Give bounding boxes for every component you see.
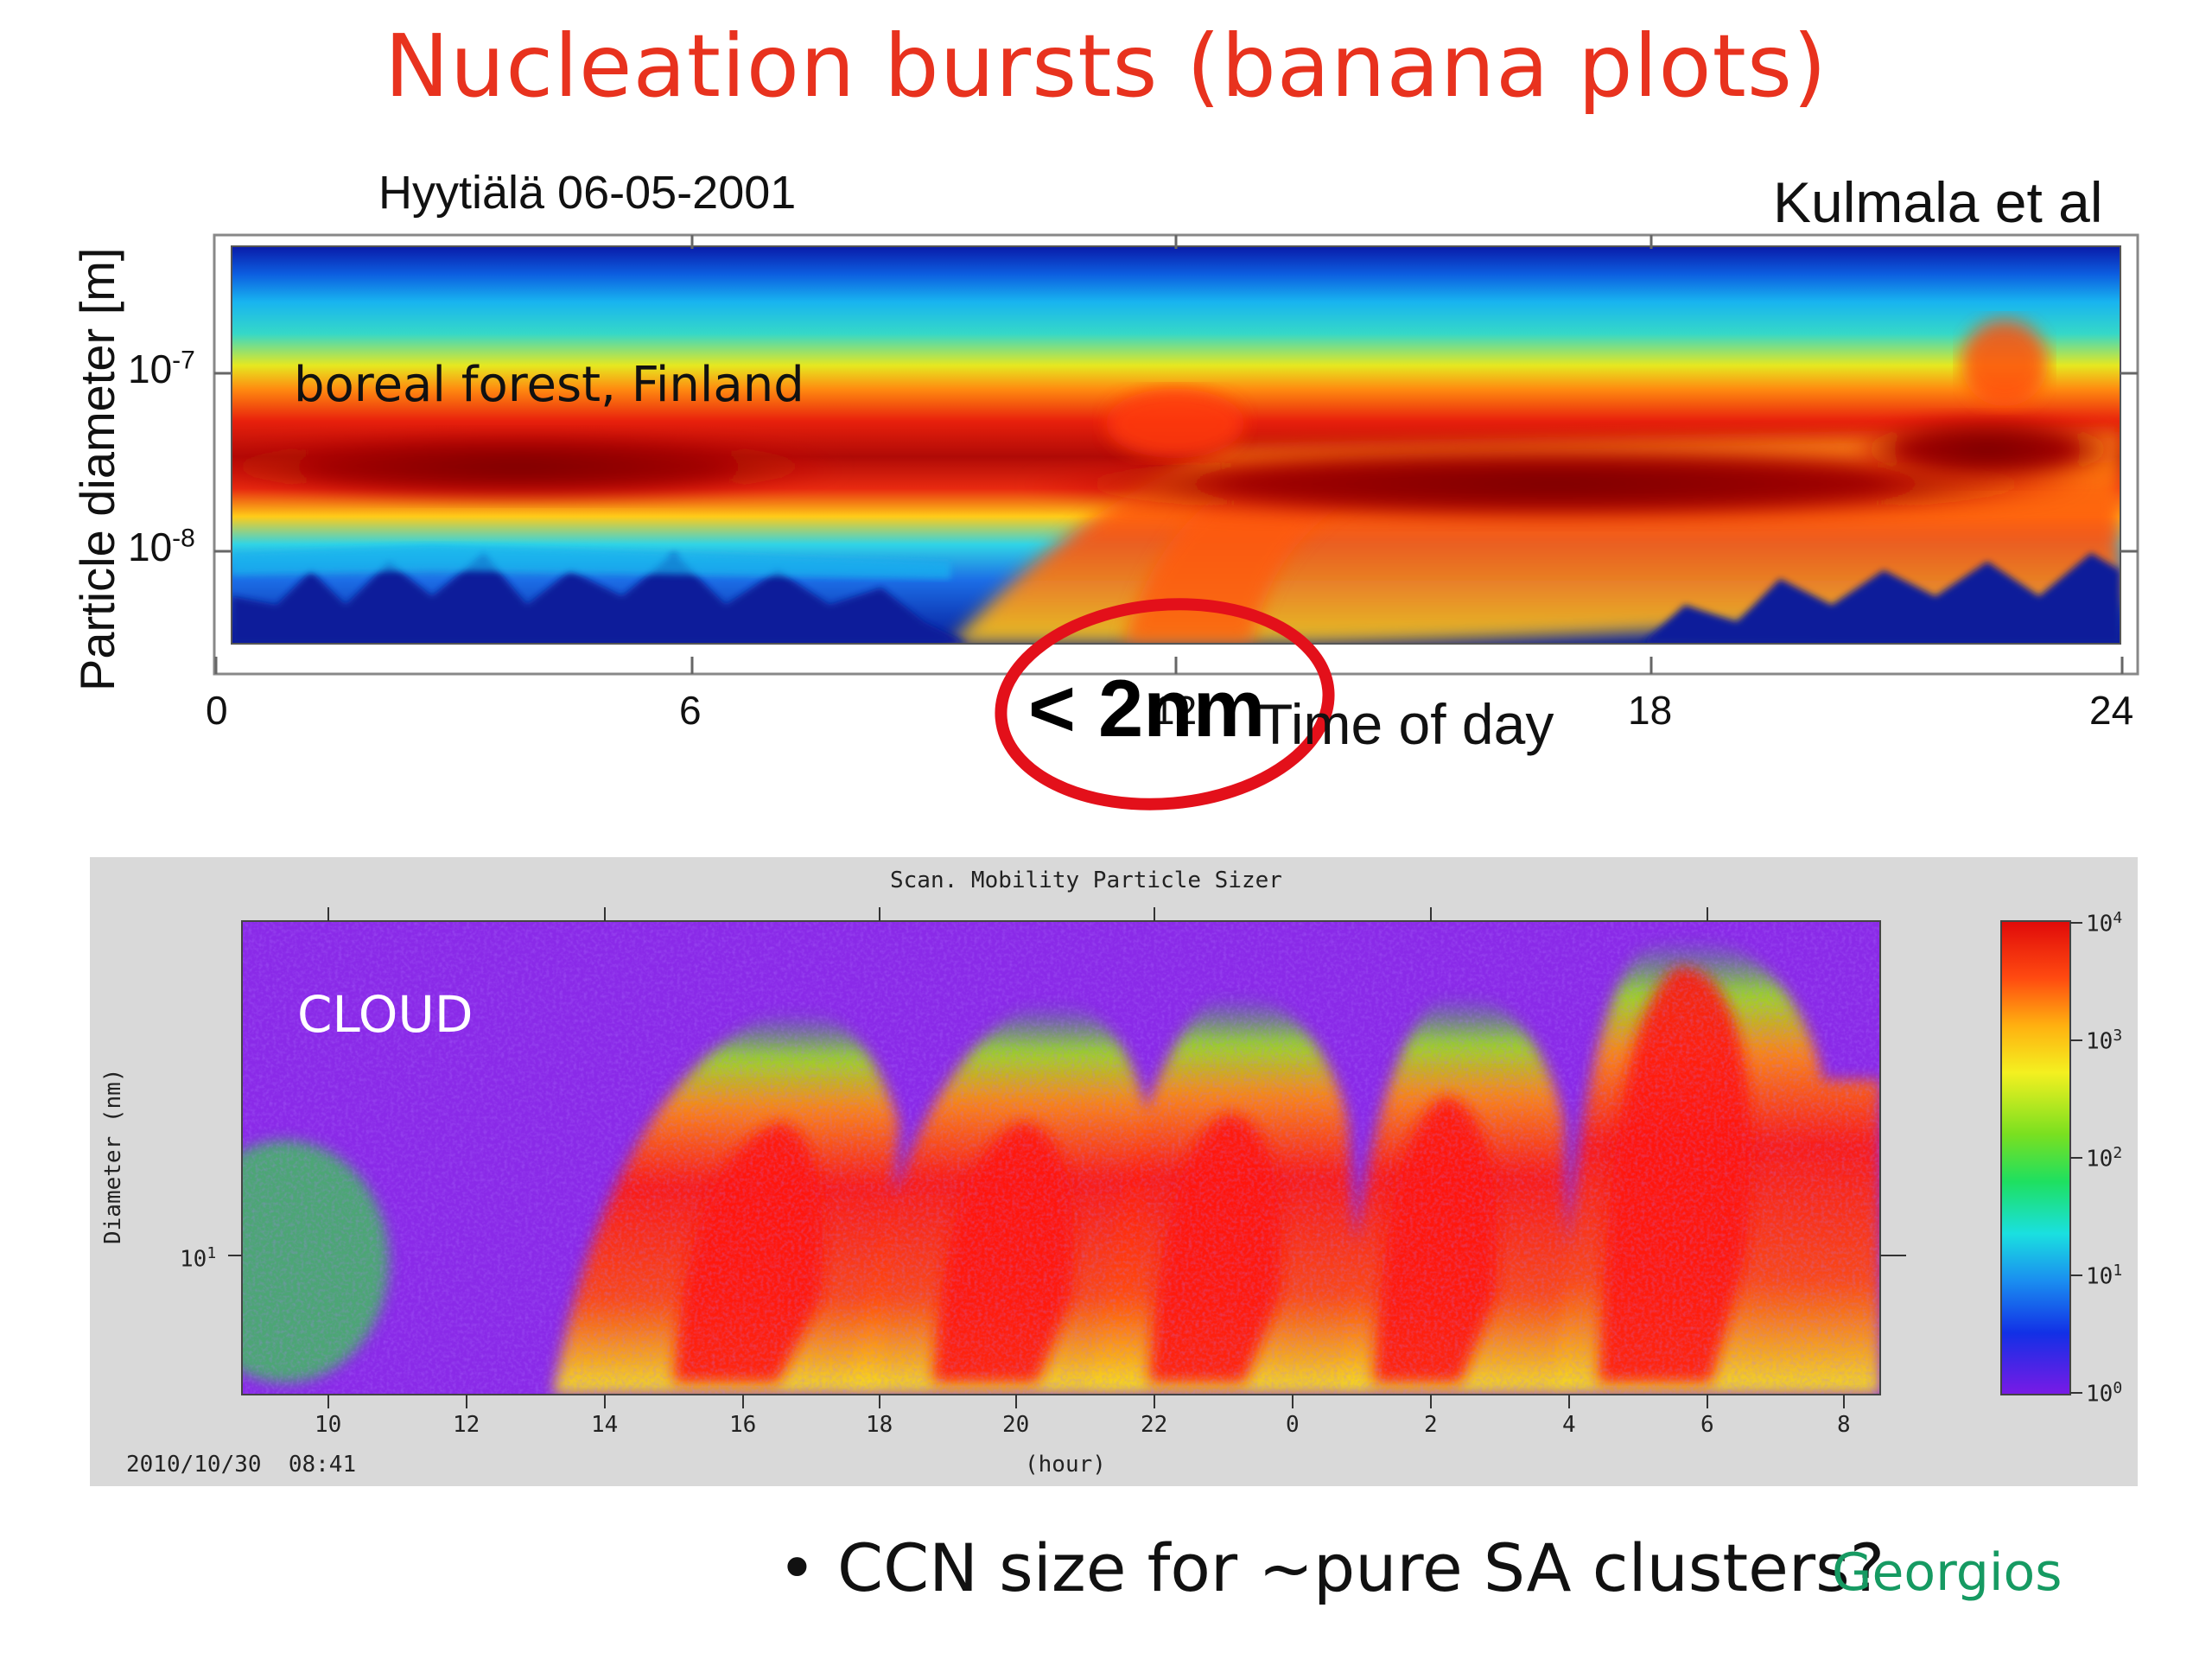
- y-tick-label: 10-8: [128, 524, 195, 569]
- x-tick-label: 12: [1153, 688, 1198, 733]
- x-tick-label: 22: [1141, 1412, 1168, 1438]
- x-tick-label: 0: [1286, 1412, 1300, 1438]
- panel-label-cloud: CLOUD: [297, 985, 474, 1044]
- x-tick-label: 18: [866, 1412, 893, 1438]
- highlight-ellipse: [995, 598, 1335, 810]
- plot-title-top: Hyytiälä 06-05-2001: [378, 167, 797, 219]
- bullet-point: • CCN size for ~pure SA clusters?: [778, 1529, 1885, 1606]
- colorbar-tick-label: 103: [2086, 1027, 2123, 1055]
- annotation-boreal-forest: boreal forest, Finland: [294, 357, 804, 413]
- x-tick-label: 16: [729, 1412, 757, 1438]
- annotation-2nm: < 2nm: [1028, 663, 1266, 753]
- colorbar-tick-label: 102: [2086, 1144, 2123, 1173]
- credit-name: Georgios: [1832, 1542, 2063, 1603]
- plot-title-bottom: Scan. Mobility Particle Sizer: [890, 868, 1282, 893]
- x-tick-label: 10: [315, 1412, 342, 1438]
- colorbar: [2000, 920, 2071, 1395]
- colorbar-tick-label: 104: [2086, 909, 2123, 938]
- x-tick-label: 24: [2089, 688, 2134, 733]
- x-axis-label-top: Time of day: [1258, 692, 1554, 756]
- x-tick-label: 2: [1424, 1412, 1438, 1438]
- x-tick-label: 6: [679, 688, 702, 733]
- y-axis-label-bottom: Diameter (nm): [100, 1068, 126, 1245]
- bullet-text: CCN size for ~pure SA clusters?: [837, 1529, 1885, 1606]
- slide-title: Nucleation bursts (banana plots): [385, 16, 1827, 117]
- attribution: Kulmala et al: [1773, 170, 2103, 234]
- x-tick-label: 8: [1837, 1412, 1851, 1438]
- banana-plot-hyytiala: [213, 233, 2139, 810]
- x-tick-label: 6: [1700, 1412, 1714, 1438]
- heatmap-image: [232, 246, 2120, 644]
- colorbar-tick-label: 100: [2086, 1379, 2123, 1408]
- x-tick-label: 4: [1562, 1412, 1576, 1438]
- timestamp: 2010/10/30 08:41: [126, 1452, 357, 1478]
- x-tick-label: 20: [1002, 1412, 1030, 1438]
- bullet-glyph: •: [778, 1529, 817, 1606]
- x-tick-label: 12: [453, 1412, 480, 1438]
- smps-heatmap-image: [242, 921, 1880, 1395]
- colorbar-tick-label: 101: [2086, 1262, 2123, 1290]
- y-tick-label: 10-7: [128, 346, 195, 391]
- x-tick-label: 0: [206, 688, 228, 733]
- y-tick-label: 101: [180, 1244, 217, 1273]
- x-tick-label: 14: [591, 1412, 619, 1438]
- x-axis-label-bottom: (hour): [1025, 1452, 1106, 1478]
- x-tick-label: 18: [1628, 688, 1673, 733]
- plot-frame-bottom: [241, 920, 1881, 1395]
